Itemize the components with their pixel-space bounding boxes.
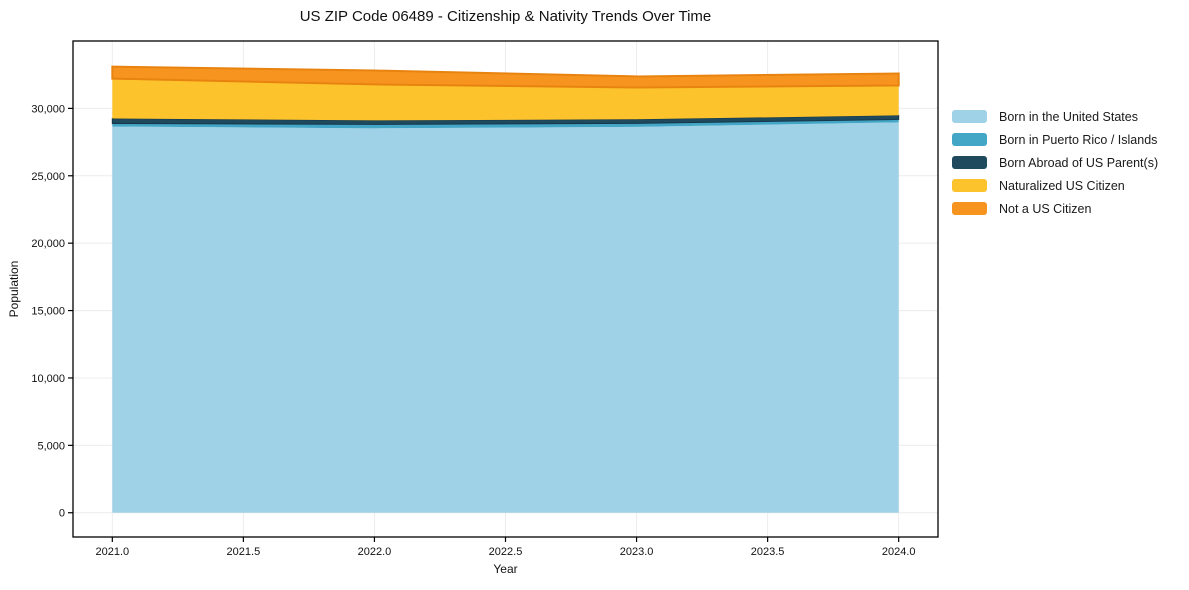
x-tick-label: 2023.5 — [751, 546, 785, 558]
legend-item: Not a US Citizen — [952, 197, 1158, 220]
y-tick-label: 30,000 — [31, 103, 65, 115]
legend-label: Naturalized US Citizen — [999, 178, 1125, 193]
x-axis-label: Year — [493, 562, 518, 576]
x-tick-label: 2021.5 — [227, 546, 261, 558]
legend-item: Born Abroad of US Parent(s) — [952, 151, 1158, 174]
legend-label: Born in Puerto Rico / Islands — [999, 132, 1158, 147]
y-tick-label: 20,000 — [31, 238, 65, 250]
x-tick-label: 2023.0 — [620, 546, 654, 558]
legend-swatch-icon — [952, 179, 987, 192]
legend-swatch-icon — [952, 202, 987, 215]
legend-item: Born in Puerto Rico / Islands — [952, 128, 1158, 151]
legend-label: Not a US Citizen — [999, 201, 1092, 216]
y-tick-label: 25,000 — [31, 171, 65, 183]
y-tick-label: 10,000 — [31, 373, 65, 385]
area-series-3 — [112, 78, 899, 121]
legend-swatch-icon — [952, 156, 987, 169]
x-tick-label: 2022.0 — [358, 546, 392, 558]
area-series-4 — [111, 65, 900, 89]
legend: Born in the United States Born in Puerto … — [952, 105, 1158, 220]
y-tick-label: 15,000 — [31, 306, 65, 318]
x-tick-label: 2024.0 — [882, 546, 916, 558]
legend-item: Naturalized US Citizen — [952, 174, 1158, 197]
legend-swatch-icon — [952, 110, 987, 123]
chart-title: US ZIP Code 06489 - Citizenship & Nativi… — [299, 8, 712, 25]
area-series-0 — [112, 122, 899, 513]
legend-label: Born Abroad of US Parent(s) — [999, 155, 1159, 170]
x-tick-label: 2022.5 — [489, 546, 523, 558]
y-axis-label: Population — [7, 260, 21, 318]
legend-item: Born in the United States — [952, 105, 1158, 128]
legend-label: Born in the United States — [999, 109, 1138, 124]
legend-swatch-icon — [952, 133, 987, 146]
y-tick-label: 5,000 — [37, 440, 65, 452]
y-tick-label: 0 — [59, 508, 65, 520]
x-tick-label: 2021.0 — [95, 546, 129, 558]
